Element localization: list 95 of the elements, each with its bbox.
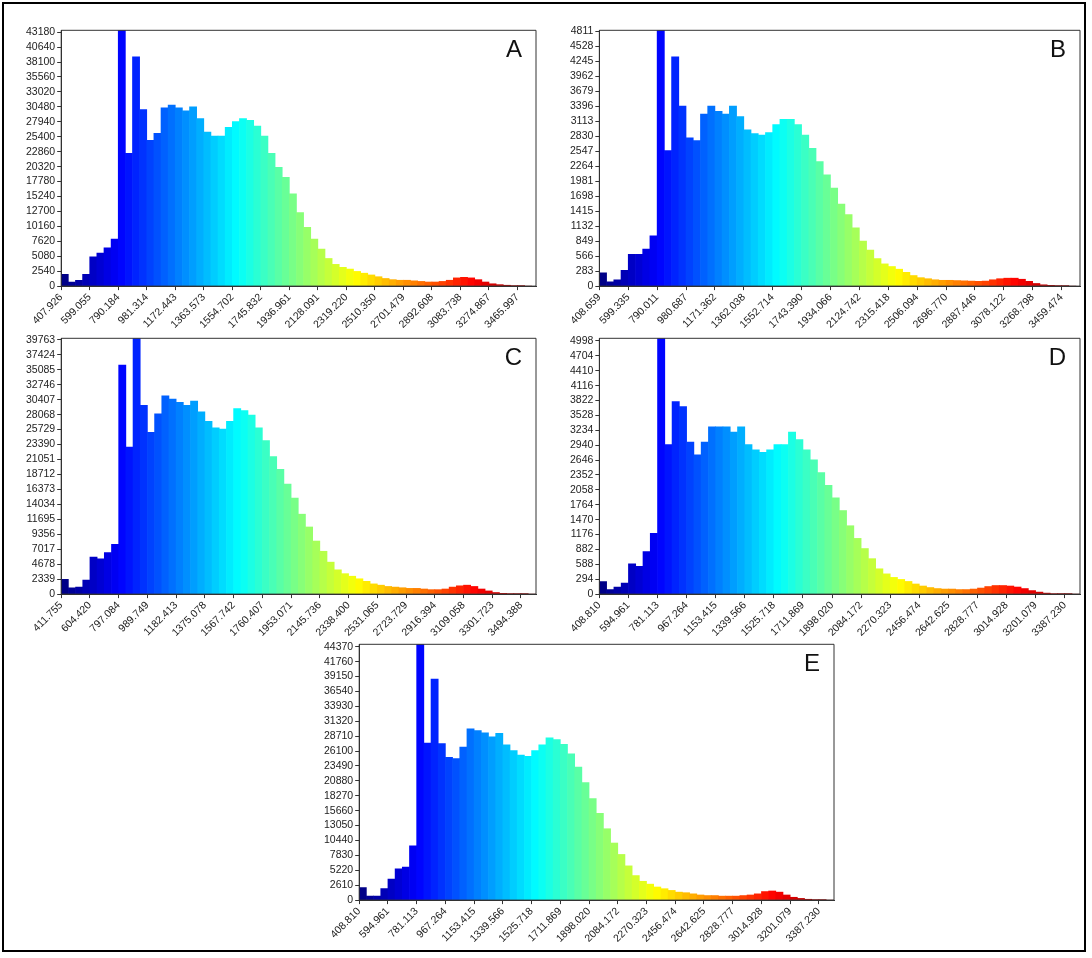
y-tick-label: 1470	[570, 512, 594, 525]
y-tick-label: 4704	[570, 348, 594, 361]
y-tick-label: 36540	[323, 684, 354, 697]
y-tick-label: 18712	[25, 467, 56, 480]
y-tick-label: 26100	[323, 743, 354, 756]
y-tick-label: 39150	[323, 669, 354, 682]
y-tick-label: 1132	[570, 219, 594, 232]
y-tick-label: 1176	[570, 527, 594, 540]
y-tick-label: 3396	[570, 99, 594, 112]
y-tick-label: 30480	[25, 99, 56, 112]
y-tick-label: 4410	[570, 363, 594, 376]
y-tick-label: 39763	[25, 332, 56, 345]
y-tick-label: 10440	[323, 833, 354, 846]
y-tick-label: 27940	[25, 114, 56, 127]
y-tick-label: 566	[575, 249, 594, 262]
y-tick-label: 2339	[31, 572, 56, 585]
y-tick-label: 2610	[329, 878, 354, 891]
annotation: D	[1048, 342, 1066, 370]
y-tick-label: 9356	[31, 527, 56, 540]
y-tick-label: 13050	[323, 818, 354, 831]
y-tick-label: 12700	[25, 204, 56, 217]
y-tick-label: 7620	[31, 234, 56, 247]
y-tick-label: 2540	[31, 264, 56, 277]
y-tick-label: 7830	[329, 848, 354, 861]
y-tick-label: 35560	[25, 69, 56, 82]
y-tick-label: 11695	[26, 512, 56, 525]
y-tick-label: 33930	[323, 699, 354, 712]
y-tick-label: 4998	[570, 333, 594, 346]
y-tick-label: 882	[575, 542, 594, 555]
y-tick-label: 2830	[570, 129, 594, 142]
y-tick-label: 17780	[25, 174, 56, 187]
y-tick-label: 1415	[570, 204, 594, 217]
y-tick-label: 28068	[25, 407, 56, 420]
y-tick-label: 15660	[323, 803, 354, 816]
y-tick-label: 4245	[570, 54, 594, 67]
y-tick-label: 41760	[323, 654, 354, 667]
y-tick-label: 25729	[25, 422, 56, 435]
y-tick-label: 2352	[570, 467, 594, 480]
y-tick-label: 1764	[570, 497, 594, 510]
y-tick-label: 37424	[25, 347, 56, 360]
y-tick-label: 16373	[25, 482, 56, 495]
y-tick-label: 4811	[570, 24, 594, 37]
y-tick-label: 33020	[25, 84, 56, 97]
y-tick-label: 3113	[570, 114, 594, 127]
y-tick-label: 22860	[25, 144, 56, 157]
y-tick-label: 20320	[25, 159, 56, 172]
y-tick-label: 43180	[25, 25, 56, 38]
y-tick-label: 2940	[570, 438, 594, 451]
y-tick-label: 588	[575, 557, 594, 570]
y-tick-label: 283	[575, 264, 594, 277]
y-tick-label: 14034	[25, 497, 56, 510]
y-tick-label: 3234	[570, 423, 594, 436]
y-tick-label: 849	[575, 234, 594, 247]
y-tick-label: 23390	[25, 437, 56, 450]
y-tick-label: 32746	[25, 377, 56, 390]
y-tick-label: 28710	[323, 729, 354, 742]
y-tick-label: 15240	[25, 189, 56, 202]
annotation: E	[803, 648, 820, 676]
y-tick-label: 5080	[31, 249, 56, 262]
y-tick-label: 38100	[25, 54, 56, 67]
annotation: A	[505, 34, 522, 62]
y-tick-label: 20880	[323, 773, 354, 786]
y-tick-label: 0	[49, 279, 56, 292]
y-tick-label: 23490	[323, 758, 354, 771]
y-tick-label: 1698	[570, 189, 594, 202]
y-tick-label: 18270	[323, 788, 354, 801]
y-tick-label: 2547	[570, 144, 594, 157]
y-tick-label: 21051	[25, 452, 56, 465]
y-tick-label: 1981	[570, 174, 594, 187]
y-tick-label: 3822	[570, 393, 594, 406]
y-tick-label: 2646	[570, 452, 594, 465]
y-tick-label: 0	[587, 587, 594, 600]
y-tick-label: 2264	[570, 159, 594, 172]
y-tick-label: 0	[49, 587, 56, 600]
y-tick-label: 5220	[329, 863, 354, 876]
annotation: B	[1049, 34, 1066, 62]
y-tick-label: 4528	[570, 39, 594, 52]
y-tick-label: 4678	[31, 557, 56, 570]
y-tick-label: 4116	[570, 378, 594, 391]
y-tick-label: 30407	[25, 392, 56, 405]
y-tick-label: 0	[587, 279, 594, 292]
y-tick-label: 10160	[25, 219, 56, 232]
y-tick-label: 2058	[570, 482, 594, 495]
y-tick-label: 3679	[570, 84, 594, 97]
annotation: C	[504, 342, 522, 370]
y-tick-label: 31320	[323, 714, 354, 727]
y-tick-label: 44370	[323, 639, 354, 652]
y-tick-label: 0	[347, 893, 354, 906]
y-tick-label: 25400	[25, 129, 56, 142]
y-tick-label: 40640	[25, 40, 56, 53]
y-tick-label: 7017	[31, 542, 56, 555]
y-tick-label: 3962	[570, 69, 594, 82]
y-tick-label: 35085	[25, 362, 56, 375]
y-tick-label: 3528	[570, 408, 594, 421]
y-tick-label: 294	[575, 572, 594, 585]
